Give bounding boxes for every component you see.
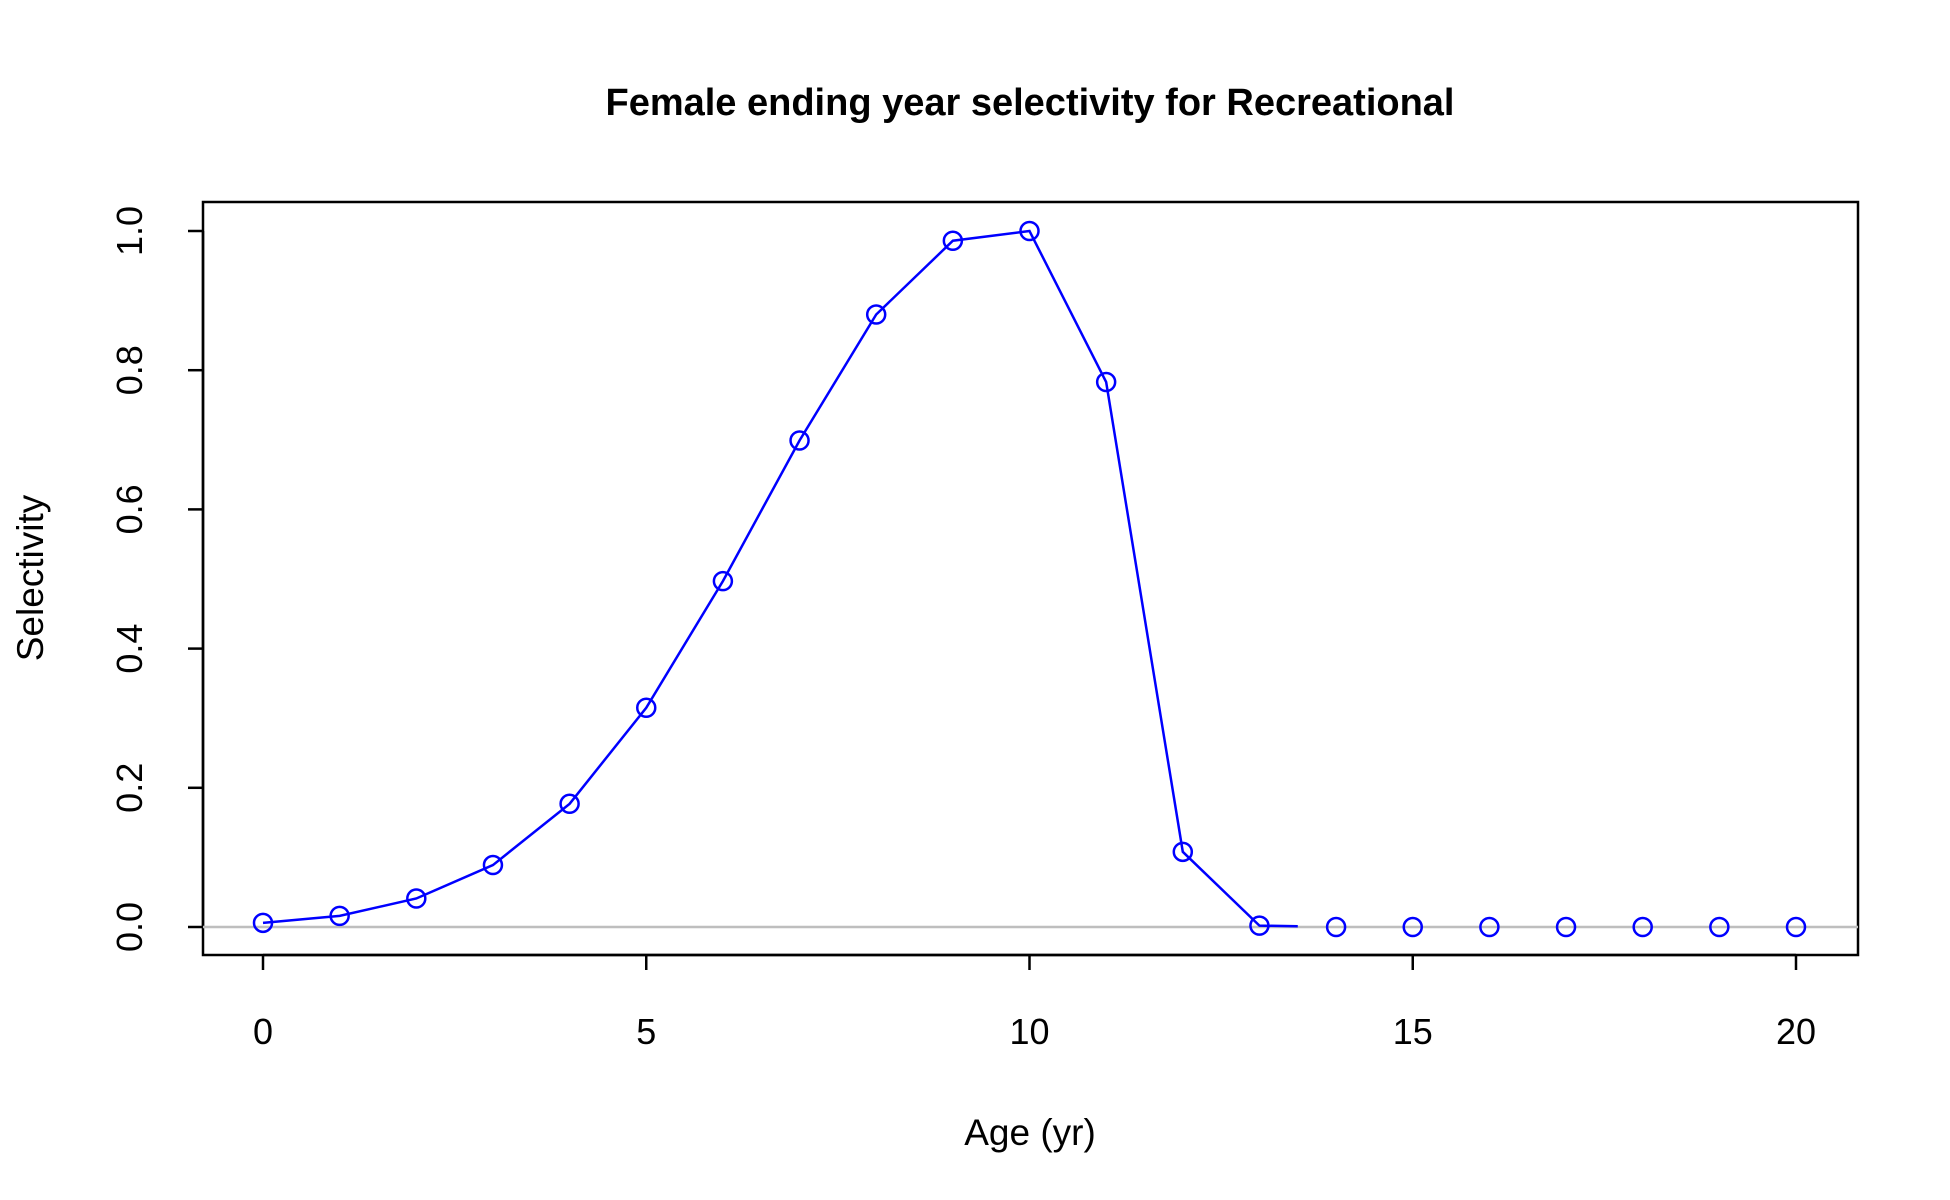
data-point	[1479, 916, 1500, 938]
data-point	[482, 854, 504, 876]
y-tick-label: 0.0	[109, 902, 150, 952]
data-point	[865, 304, 887, 325]
series-line	[262, 229, 1298, 928]
x-tick-label: 0	[253, 1011, 273, 1052]
x-tick-label: 10	[1009, 1011, 1049, 1052]
data-point	[712, 570, 734, 592]
data-point	[1019, 220, 1040, 242]
y-tick-label: 0.4	[109, 624, 150, 674]
x-tick-label: 5	[636, 1011, 656, 1052]
data-point	[1325, 916, 1347, 938]
y-axis-label: Selectivity	[10, 494, 51, 661]
x-axis-label: Age (yr)	[964, 1112, 1096, 1153]
data-point	[942, 230, 964, 251]
y-tick-label: 0.2	[109, 763, 150, 813]
y-tick-label: 0.6	[109, 484, 150, 534]
y-axis: 0.0 0.2 0.4 0.6 0.8 1.0	[109, 206, 205, 952]
y-tick-label: 0.8	[109, 345, 150, 395]
data-point	[1555, 916, 1577, 938]
data-point	[1402, 916, 1423, 938]
selectivity-series	[252, 220, 1807, 938]
data-point	[329, 905, 350, 927]
data-point	[789, 430, 810, 451]
data-point	[636, 697, 657, 719]
data-point	[1709, 916, 1730, 938]
data-point	[1632, 916, 1653, 938]
chart-title: Female ending year selectivity for Recre…	[605, 82, 1454, 124]
plot-area-border	[201, 200, 1860, 957]
data-point	[1172, 841, 1194, 863]
y-tick-label: 1.0	[109, 206, 150, 256]
data-point	[559, 793, 580, 815]
data-point	[1095, 371, 1117, 393]
x-axis: 0 5 10 15 20	[253, 953, 1816, 1052]
data-point	[406, 888, 427, 909]
data-point	[1785, 916, 1807, 938]
data-point	[1249, 915, 1270, 936]
x-tick-label: 20	[1776, 1011, 1816, 1052]
x-tick-label: 15	[1393, 1011, 1433, 1052]
data-point	[252, 912, 274, 934]
